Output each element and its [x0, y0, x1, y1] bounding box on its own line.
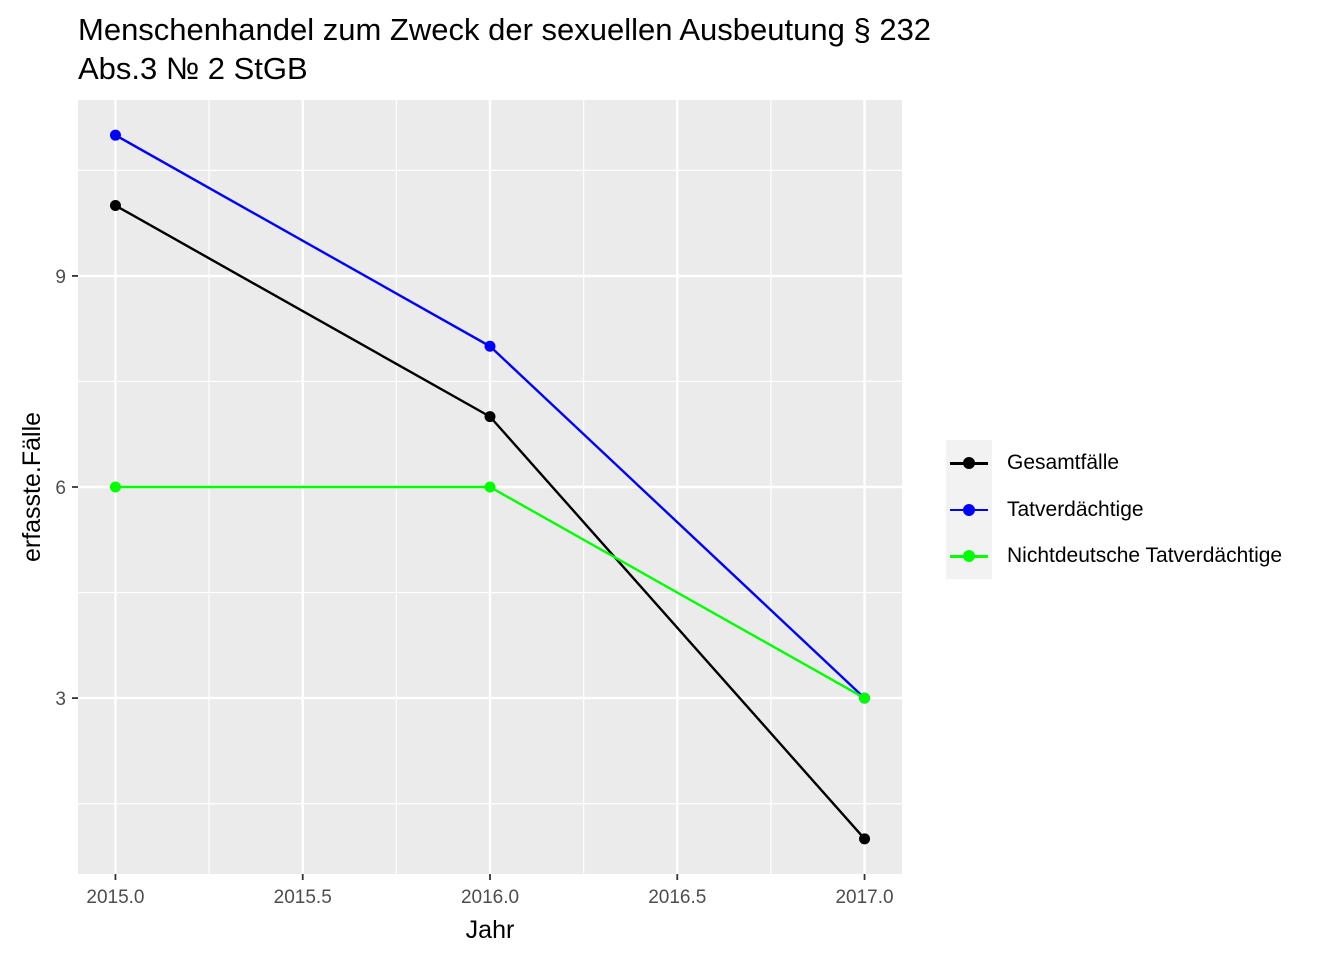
chart-title-line-1: Menschenhandel zum Zweck der sexuellen A…	[78, 12, 932, 47]
legend-label: Gesamtfälle	[1007, 451, 1120, 474]
x-tick-label: 2016.5	[648, 887, 706, 908]
legend-key	[946, 533, 992, 579]
legend-item: Nichtdeutsche Tatverdächtige	[946, 533, 1282, 579]
data-point	[484, 411, 496, 423]
data-point	[484, 481, 496, 493]
legend-key	[946, 440, 992, 486]
y-axis-title: erfasste.Fälle	[18, 412, 46, 562]
legend-label: Tatverdächtige	[1007, 497, 1144, 521]
data-point	[109, 481, 121, 493]
x-tick-label: 2015.5	[274, 887, 332, 908]
legend-item: Tatverdächtige	[946, 487, 1144, 533]
y-tick-label: 6	[55, 478, 66, 499]
legend-label: Nichtdeutsche Tatverdächtige	[1007, 544, 1283, 567]
data-point	[484, 340, 496, 352]
x-tick-label: 2015.0	[86, 887, 144, 908]
x-tick-label: 2016.0	[461, 887, 519, 908]
data-point	[109, 200, 121, 212]
legend-key	[946, 487, 992, 533]
x-axis-title: Jahr	[466, 916, 515, 944]
data-point	[109, 129, 121, 141]
x-tick-label: 2017.0	[835, 887, 893, 908]
y-tick-label: 3	[55, 689, 66, 710]
data-point	[859, 833, 871, 845]
y-tick-label: 9	[55, 267, 66, 288]
chart-title-line-2: Abs.3 № 2 StGB	[78, 51, 308, 86]
data-point	[859, 692, 871, 704]
legend-item: Gesamtfälle	[946, 440, 1119, 486]
